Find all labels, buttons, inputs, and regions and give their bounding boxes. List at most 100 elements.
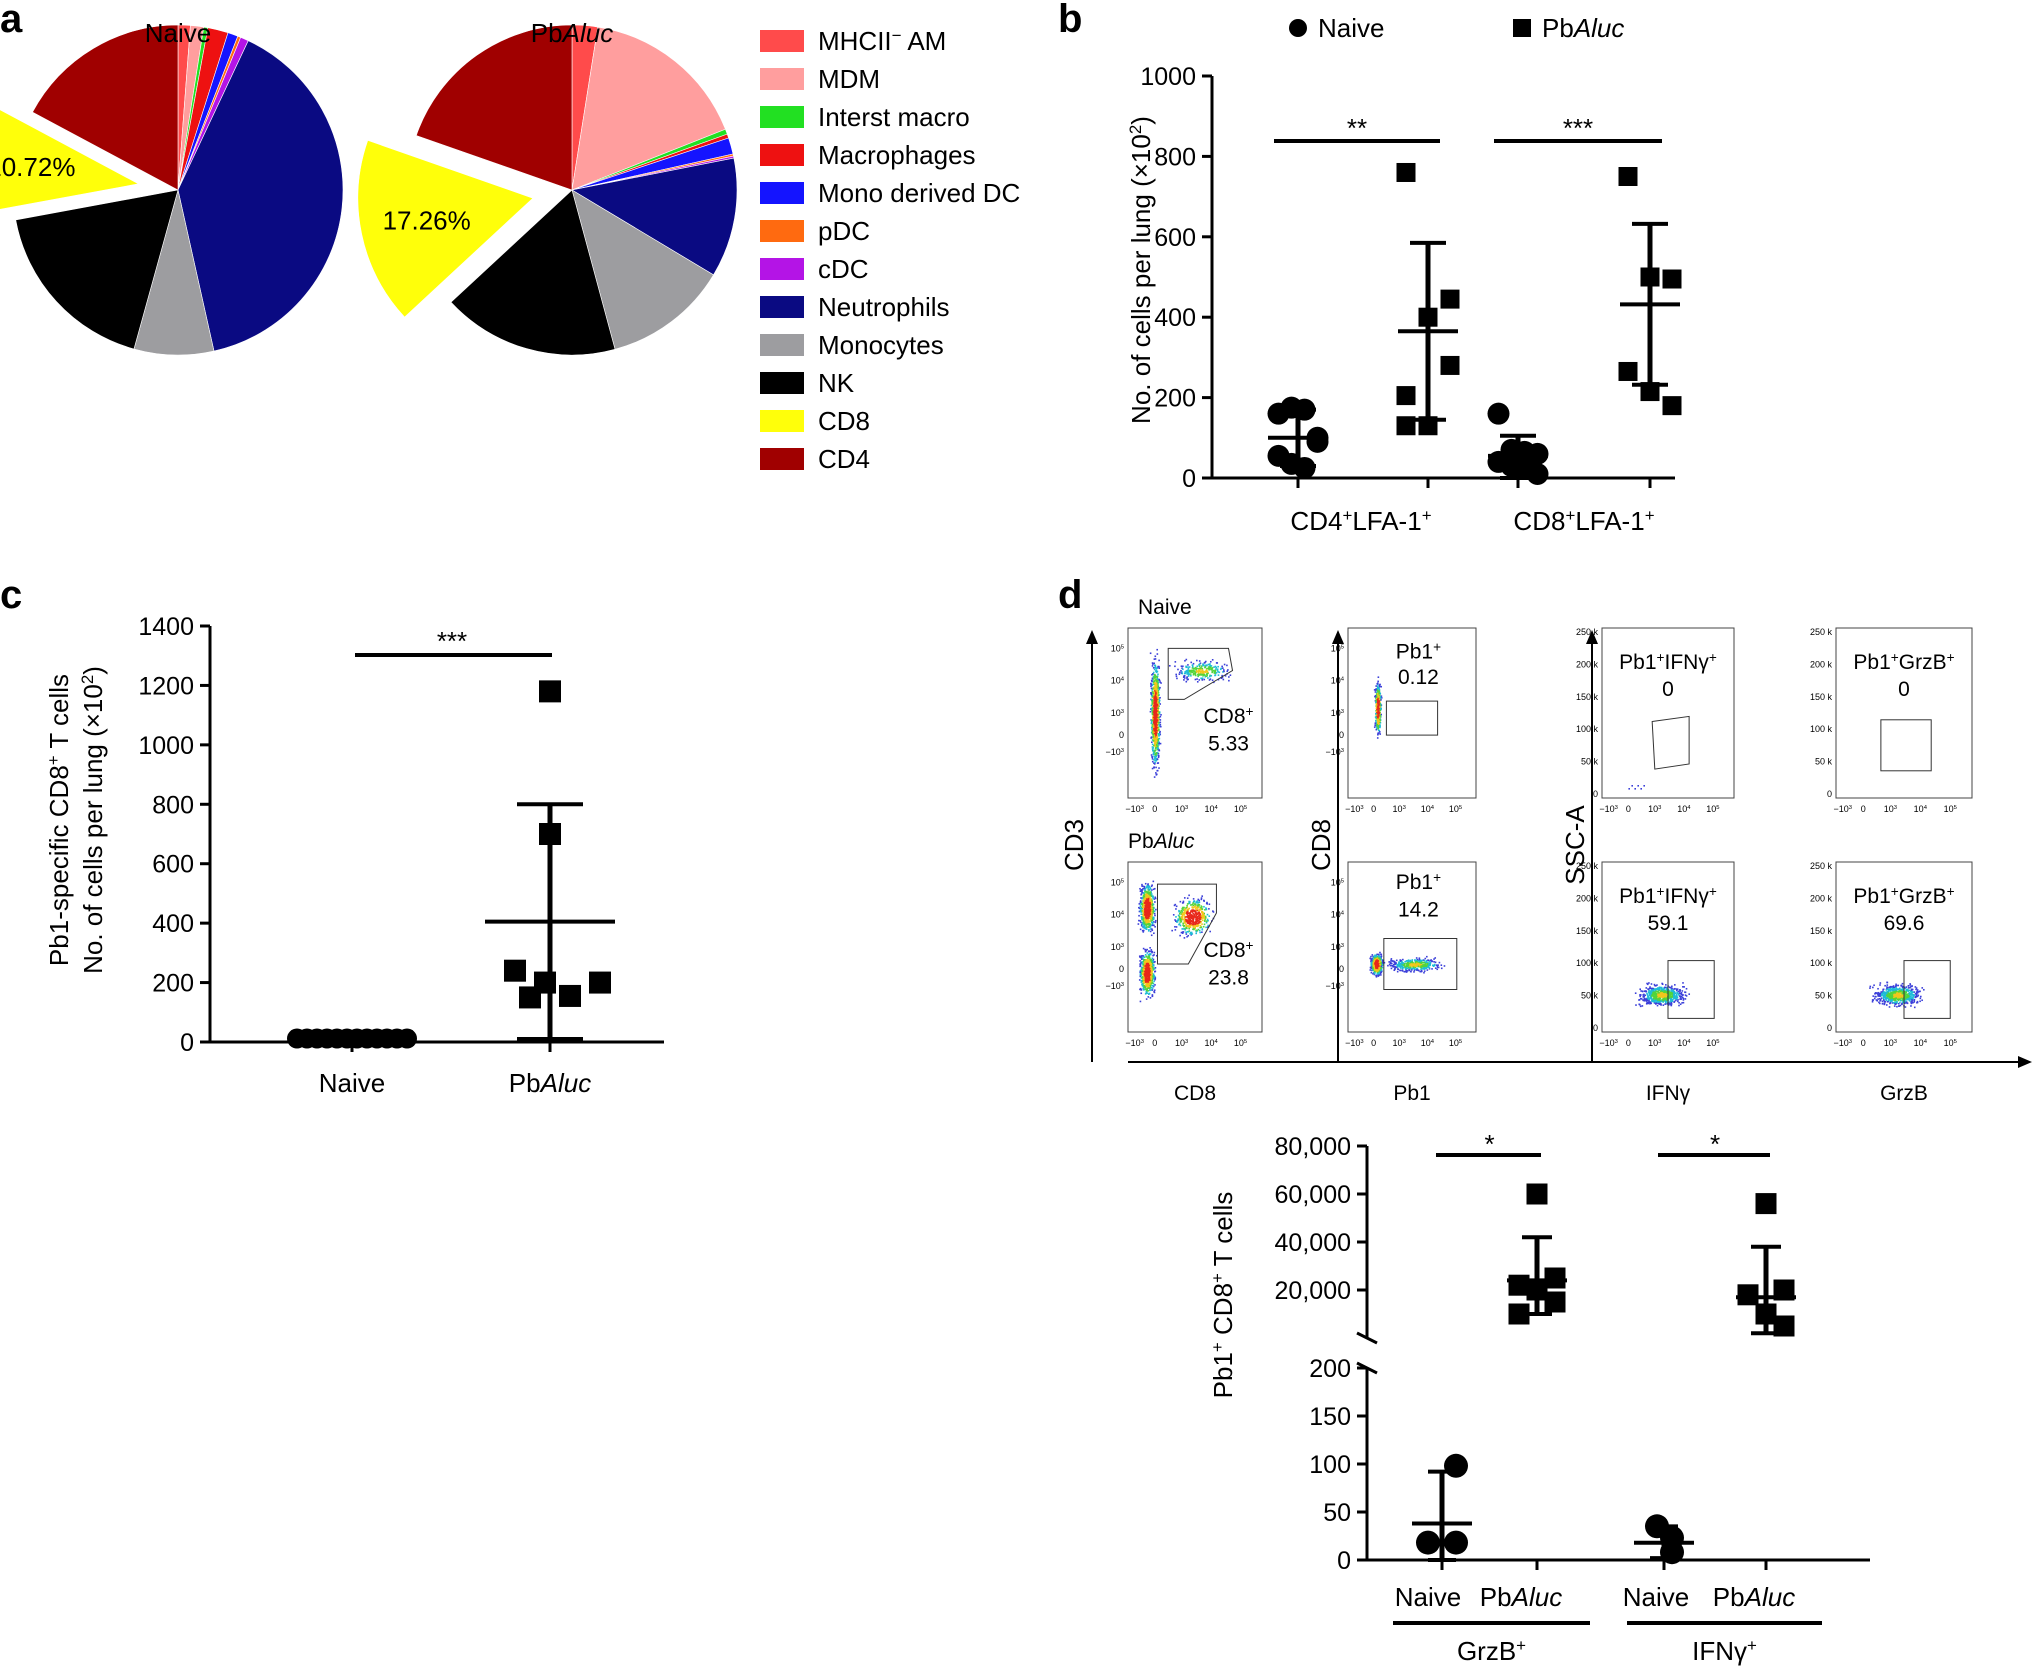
- event-dot: [1189, 912, 1191, 915]
- event-dot: [1429, 959, 1431, 962]
- event-dot: [1417, 969, 1420, 972]
- event-dot: [1154, 756, 1157, 759]
- event-dot: [1157, 756, 1160, 759]
- event-dot: [1186, 935, 1188, 938]
- event-dot: [1378, 726, 1380, 729]
- event-dot: [1396, 966, 1399, 968]
- event-dot: [1156, 678, 1159, 680]
- event-dot: [1151, 712, 1154, 714]
- event-dot: [1140, 917, 1143, 920]
- event-dot: [1411, 965, 1414, 968]
- event-dot: [1183, 915, 1186, 918]
- event-dot: [1151, 703, 1154, 705]
- event-dot: [1153, 732, 1156, 735]
- event-dot: [1151, 922, 1154, 925]
- event-dot: [1150, 917, 1152, 920]
- event-dot: [1221, 676, 1224, 679]
- event-dot: [1402, 958, 1404, 961]
- event-dot: [1200, 915, 1203, 917]
- event-dot: [1148, 908, 1150, 911]
- event-dot: [1145, 924, 1147, 927]
- event-dot: [1149, 946, 1151, 949]
- event-dot: [1198, 669, 1200, 671]
- event-dot: [1157, 681, 1160, 684]
- event-dot: [1195, 920, 1197, 923]
- event-dot: [1188, 922, 1190, 925]
- event-dot: [1150, 968, 1152, 970]
- event-dot: [1149, 960, 1152, 962]
- event-dot: [1192, 925, 1195, 928]
- event-dot: [1154, 664, 1157, 667]
- event-dot: [1149, 966, 1152, 968]
- event-dot: [1142, 920, 1145, 922]
- x-log-tick-label: −103: [1599, 804, 1618, 814]
- event-dot: [1228, 679, 1230, 682]
- event-dot: [1156, 742, 1159, 744]
- x-log-tick-label-part: 3: [1360, 1039, 1363, 1045]
- event-dot: [1440, 967, 1443, 970]
- event-dot: [1139, 890, 1142, 893]
- event-dot: [1148, 888, 1150, 891]
- event-dot: [1406, 963, 1408, 965]
- event-dot: [1140, 974, 1142, 977]
- event-dot: [1399, 965, 1402, 968]
- event-dot: [1412, 966, 1415, 968]
- event-dot: [1427, 965, 1430, 967]
- event-dot: [1423, 964, 1426, 967]
- event-dot: [1147, 905, 1149, 908]
- ssc-tick-label: 250 k: [1576, 627, 1599, 637]
- event-dot: [1140, 913, 1143, 916]
- event-dot: [1415, 957, 1418, 959]
- ssc-tick-label: 0: [1827, 789, 1832, 799]
- event-dot: [1378, 723, 1380, 726]
- event-dot: [1147, 957, 1149, 959]
- event-dot: [1159, 696, 1161, 699]
- event-dot: [1376, 702, 1378, 705]
- y-tick-label: 1000: [138, 732, 194, 760]
- event-dot: [1197, 903, 1200, 906]
- event-dot: [1145, 949, 1147, 952]
- event-dot: [1407, 961, 1410, 963]
- event-dot: [1378, 692, 1380, 695]
- event-dot: [1200, 915, 1202, 918]
- event-dot: [1142, 914, 1145, 916]
- event-dot: [1416, 964, 1419, 967]
- event-dot: [1153, 991, 1156, 994]
- event-dot: [1157, 747, 1159, 750]
- event-dot: [1154, 757, 1156, 759]
- event-dot: [1168, 664, 1171, 667]
- event-dot: [1155, 766, 1157, 769]
- gate-label-part: +: [1433, 870, 1441, 885]
- event-dot: [1154, 749, 1157, 751]
- event-dot: [1153, 680, 1156, 683]
- event-dot: [1413, 969, 1416, 972]
- event-dot: [1139, 965, 1142, 968]
- event-dot: [1196, 915, 1198, 918]
- event-dot: [1413, 967, 1416, 970]
- event-dot: [1158, 767, 1160, 769]
- event-dot: [1187, 912, 1190, 915]
- event-dot: [1148, 910, 1150, 912]
- event-dot: [1153, 678, 1155, 680]
- x-log-tick-label-part: 4: [1687, 805, 1691, 811]
- event-dot: [1146, 908, 1148, 911]
- pie-slice-label: 17.26%: [383, 205, 471, 235]
- event-dot: [1375, 710, 1378, 713]
- event-dot: [1156, 735, 1158, 737]
- event-dot: [1420, 960, 1423, 962]
- event-dot: [1200, 666, 1202, 669]
- event-dot: [1183, 906, 1185, 909]
- arrow-head: [1586, 630, 1598, 644]
- event-dot: [1376, 962, 1378, 965]
- event-dot: [1400, 959, 1402, 962]
- event-dot: [1202, 673, 1205, 676]
- event-dot: [1148, 903, 1150, 906]
- event-dot: [1150, 905, 1153, 908]
- event-dot: [1221, 674, 1223, 677]
- event-dot: [1150, 986, 1153, 989]
- log-tick-label: 104: [1331, 910, 1345, 920]
- event-dot: [1376, 963, 1378, 966]
- event-dot: [1147, 909, 1149, 912]
- event-dot: [1150, 898, 1152, 900]
